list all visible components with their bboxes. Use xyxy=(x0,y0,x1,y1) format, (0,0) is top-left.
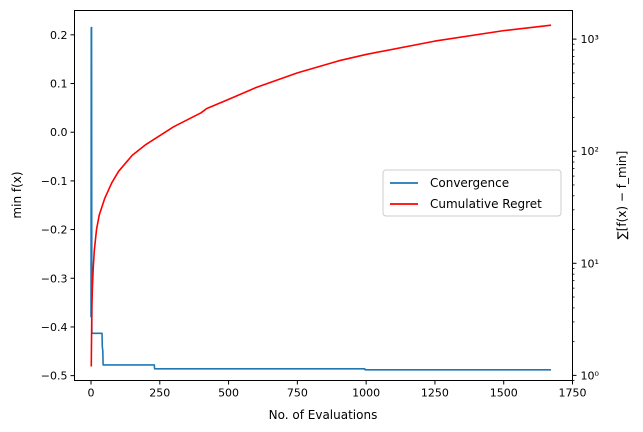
legend: Convergence Cumulative Regret xyxy=(382,169,562,217)
y-right-tick-label: 10⁰ xyxy=(581,369,600,382)
x-tick-label: 1500 xyxy=(490,387,518,400)
x-axis-ticks: 0 250 500 750 1000 1250 1500 1750 xyxy=(88,380,587,400)
y-left-tick-label: −0.5 xyxy=(41,370,68,383)
x-tick-label: 750 xyxy=(287,387,308,400)
x-tick-label: 500 xyxy=(218,387,239,400)
y-right-tick-label: 10¹ xyxy=(581,257,599,270)
plot-lines xyxy=(90,24,552,371)
y-left-axis-title: min f(x) xyxy=(10,171,24,218)
x-axis-title: No. of Evaluations xyxy=(269,408,378,422)
y-right-axis-ticks: 10⁰ 10¹ 10² 10³ xyxy=(572,33,600,382)
series-line-convergence xyxy=(90,26,552,371)
y-left-tick-label: −0.1 xyxy=(41,175,68,188)
x-tick-label: 250 xyxy=(149,387,170,400)
x-tick-label: 1750 xyxy=(559,387,587,400)
y-left-tick-label: −0.4 xyxy=(41,321,68,334)
series-line-cumulative-regret xyxy=(90,24,552,367)
y-left-tick-label: −0.3 xyxy=(41,272,68,285)
x-tick-label: 1000 xyxy=(352,387,380,400)
y-right-tick-label: 10³ xyxy=(581,33,599,46)
y-left-tick-label: 0.2 xyxy=(50,29,68,42)
legend-label-cumulative-regret: Cumulative Regret xyxy=(430,197,542,211)
legend-label-convergence: Convergence xyxy=(430,176,509,190)
x-tick-label: 1250 xyxy=(421,387,449,400)
y-left-axis-ticks: 0.2 0.1 0.0 −0.1 −0.2 −0.3 −0.4 −0.5 xyxy=(41,29,75,383)
y-right-axis-title: ∑[f(x) − f_min] xyxy=(615,151,629,240)
x-tick-label: 0 xyxy=(88,387,95,400)
y-left-tick-label: 0.0 xyxy=(50,126,68,139)
y-left-tick-label: 0.1 xyxy=(50,78,68,91)
y-left-tick-label: −0.2 xyxy=(41,224,68,237)
legend-box xyxy=(382,169,562,217)
y-right-tick-label: 10² xyxy=(581,145,599,158)
